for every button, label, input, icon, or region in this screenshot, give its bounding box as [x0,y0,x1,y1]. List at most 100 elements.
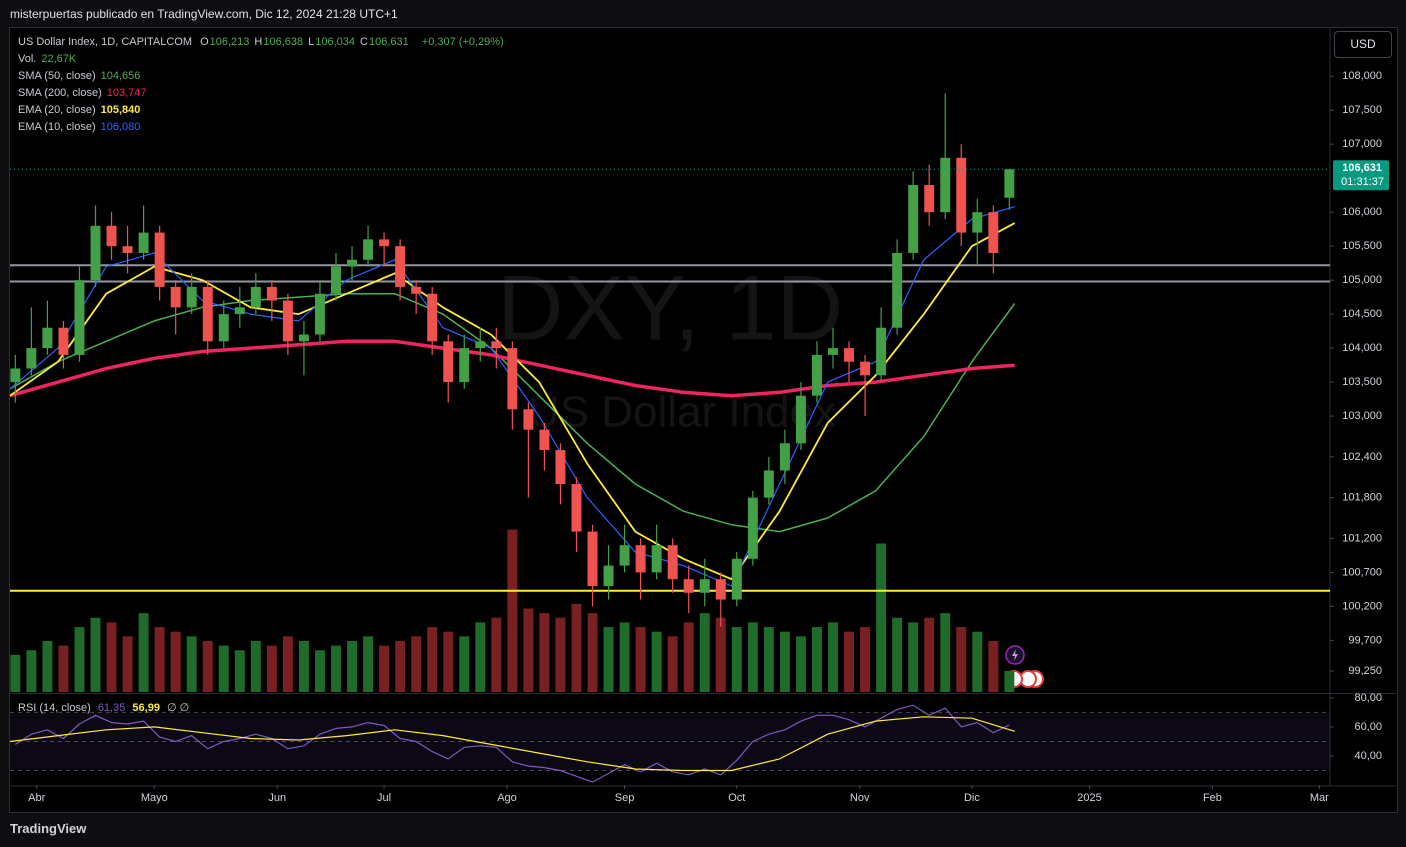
x-tick-label: Mar [1310,792,1329,804]
volume-bar [811,627,822,692]
candle-body [443,341,454,383]
volume-bar [154,627,165,692]
volume-bar [779,631,790,692]
candle-body [395,246,406,287]
x-tick-label: Feb [1203,792,1222,804]
legend-value: 22,67K [41,53,77,65]
countdown: 01:31:37 [1341,176,1384,188]
volume-bar [314,650,325,692]
legend-name: EMA (20, close) [18,104,96,116]
candle-body [202,286,213,342]
volume-bar [523,608,534,692]
volume-bar [266,645,277,692]
candle-body [940,157,951,213]
x-tick-label: Abr [28,792,45,804]
y-tick-label: 40,00 [1354,750,1382,762]
brand: TradingView [10,821,86,836]
currency-button[interactable]: USD [1334,31,1392,58]
legend-value: 105,840 [100,104,141,116]
y-tick-label: 104,500 [1342,308,1382,320]
volume-bar [234,650,245,692]
credit: misterpuertas publicado en TradingView.c… [10,7,398,21]
y-tick-label: 106,000 [1342,206,1382,218]
volume-bar [860,627,871,692]
y-tick-label: 100,700 [1342,566,1382,578]
watermark: DXY, 1D [497,257,843,359]
y-tick-label: 80,00 [1354,692,1382,704]
volume-bar [202,640,213,692]
candle-body [218,314,229,342]
candle-body [844,348,854,362]
legend-value: 103,747 [106,87,147,99]
candle-body [122,246,133,253]
candle-body [170,286,181,308]
candle-body [379,239,390,247]
candle-body [154,232,165,287]
candle-body [972,212,983,233]
y-tick-label: 108,000 [1342,70,1382,82]
legend-row: EMA (10, close) 106,080 [18,119,509,136]
volume-bar [571,603,582,692]
candle-body [266,286,277,301]
x-tick-label: Mayo [141,792,168,804]
volume-bar [411,636,422,692]
volume-bar [988,640,999,692]
y-tick-label: 103,000 [1342,410,1382,422]
candle-body [795,395,806,444]
candle-body [363,239,374,260]
legend-name: Vol. [18,53,37,65]
volume-bar [218,645,229,692]
volume-bar [924,617,935,692]
candle-body [10,368,21,383]
legend: US Dollar Index, 1D, CAPITALCOM O106,213… [18,34,509,136]
legend-value: 106,080 [100,121,141,133]
volume-bar [635,627,646,692]
legend-row: EMA (20, close) 105,840 [18,102,509,119]
legend-extra: ∅ ∅ [167,702,190,714]
rsi-ma-line [10,716,1015,772]
legend-name: SMA (200, close) [18,87,102,99]
y-tick-label: 102,400 [1342,451,1382,463]
x-tick-label: 2025 [1077,792,1101,804]
y-tick-label: 103,500 [1342,376,1382,388]
volume-bar [90,617,101,692]
candle-body [74,280,85,355]
volume-bar [844,631,854,692]
y-tick-label: 104,000 [1342,342,1382,354]
candle-body [427,293,438,342]
candle-body [715,579,726,600]
candle-body [892,252,903,328]
candle-body [811,354,822,396]
candle-body [186,286,197,308]
legend-value: 61,35 [97,702,126,714]
ohlc-label: O [200,36,209,48]
y-tick-label: 107,000 [1342,138,1382,150]
candle-body [331,266,341,294]
volume-bar [379,645,390,692]
candle-body [523,409,534,430]
volume-bar [186,636,197,692]
x-tick-label: Ago [497,792,517,804]
ohlc: O106,213 H106,638 L106,034 C106,631 [200,36,414,48]
rsi-band [10,712,1330,771]
volume-bar [42,640,53,692]
rsi-line [14,704,1010,783]
candle-body [106,225,117,247]
volume-bar [298,640,309,692]
symbol: US Dollar Index, 1D, CAPITALCOM [18,36,193,48]
candle-body [956,157,967,233]
candle-body [347,259,357,267]
ohlc-value: 106,034 [315,36,356,48]
brand-name: TradingView [10,821,87,836]
volume-bar [876,543,887,692]
volume-bar [1004,670,1015,692]
rsi-legend: RSI (14, close) 61,35 56,99 ∅ ∅ [18,701,193,714]
candle-body [683,579,694,593]
legend-row: SMA (200, close) 103,747 [18,85,509,102]
candle-body [491,341,502,349]
change: +0,307 (+0,29%) [421,36,504,48]
volume-bar [250,640,261,692]
